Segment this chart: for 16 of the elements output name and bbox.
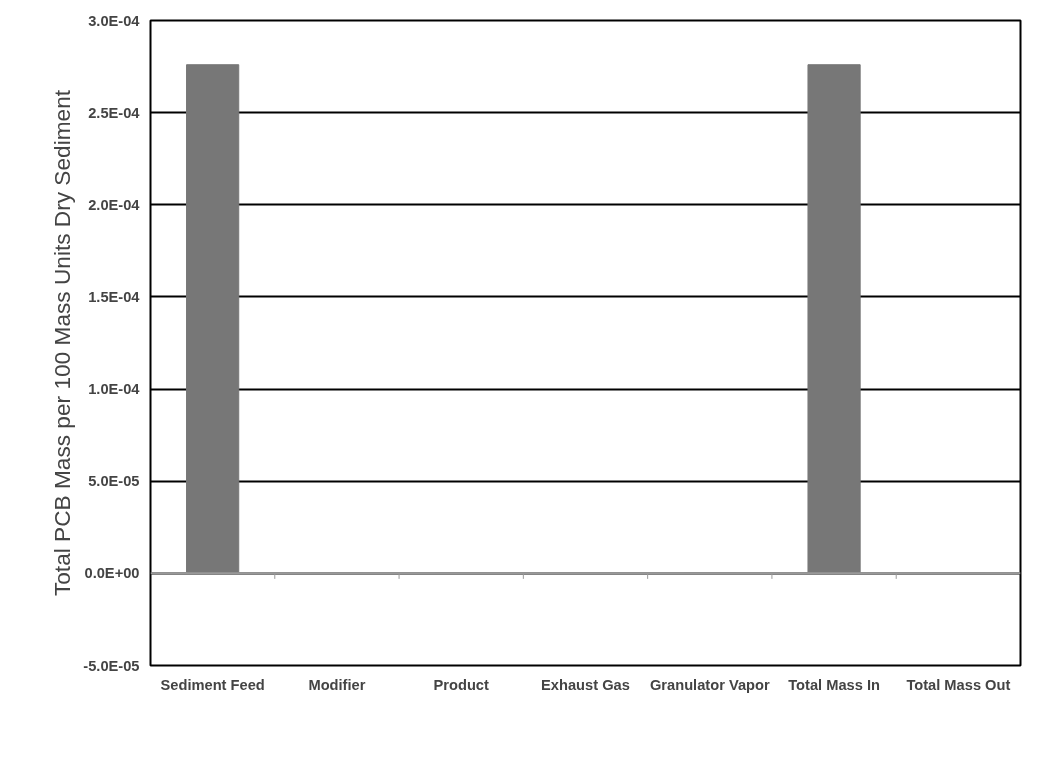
x-tick-label: Exhaust Gas [541, 676, 630, 693]
x-tick-label: Granulator Vapor [649, 676, 770, 693]
y-tick-label: 1.0E-04 [88, 381, 141, 398]
x-tick-label: Product [433, 676, 490, 693]
y-tick-label: -5.0E-05 [83, 657, 140, 674]
x-tick-label: Total Mass In [788, 676, 880, 693]
y-axis-title: Total PCB Mass per 100 Mass Units Dry Sediment [49, 89, 76, 597]
y-tick-label: 1.5E-04 [88, 288, 141, 305]
y-tick-label: 0.0E+00 [84, 565, 140, 582]
y-tick-label: 5.0E-05 [88, 473, 140, 490]
x-tick-label: Total Mass Out [906, 676, 1011, 693]
x-tick-label: Sediment Feed [160, 676, 265, 693]
y-tick-label: 3.0E-04 [88, 12, 141, 29]
y-tick-label: 2.0E-04 [88, 196, 141, 213]
x-tick-label: Modifier [308, 676, 366, 693]
y-tick-label: 2.5E-04 [88, 104, 141, 121]
